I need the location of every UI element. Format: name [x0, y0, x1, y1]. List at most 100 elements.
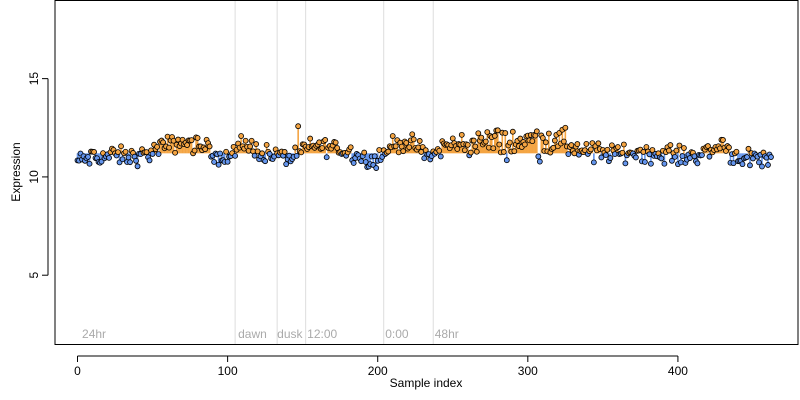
data-point	[756, 159, 762, 166]
x-tick-label: 400	[668, 364, 688, 378]
data-point	[511, 148, 518, 155]
data-point	[242, 137, 249, 144]
data-point	[194, 135, 201, 141]
data-point	[307, 135, 314, 142]
data-point	[565, 151, 572, 158]
data-point	[587, 146, 594, 153]
data-point	[705, 143, 711, 149]
data-point	[400, 148, 407, 155]
data-point	[502, 130, 509, 136]
data-point	[332, 139, 339, 146]
region-label: dusk	[277, 327, 303, 341]
data-point	[676, 142, 683, 149]
data-point	[464, 141, 471, 148]
data-point	[533, 128, 540, 135]
data-point	[392, 143, 399, 150]
data-point	[673, 147, 680, 154]
data-point	[726, 144, 732, 151]
data-point	[215, 161, 222, 168]
y-axis-title: Expression	[9, 142, 23, 201]
data-point	[744, 154, 750, 160]
data-point	[475, 130, 482, 137]
data-point	[238, 133, 245, 139]
data-point	[115, 149, 121, 156]
region-lines	[234, 0, 434, 344]
data-point	[470, 137, 477, 144]
data-point	[154, 143, 160, 150]
data-point	[641, 159, 648, 165]
data-point	[166, 144, 172, 151]
data-point	[106, 154, 112, 161]
data-point	[503, 157, 510, 164]
data-point	[295, 123, 302, 130]
data-point	[739, 161, 746, 168]
data-point	[521, 141, 528, 148]
data-point	[529, 138, 536, 145]
data-point	[745, 145, 752, 152]
data-point	[661, 160, 668, 167]
data-point	[248, 137, 255, 144]
data-point	[648, 160, 654, 167]
y-tick-label: 10	[27, 170, 41, 184]
data-point	[263, 141, 270, 148]
data-point	[362, 159, 369, 165]
data-point	[478, 134, 485, 141]
data-point	[458, 131, 465, 138]
data-point	[86, 160, 93, 167]
data-point	[155, 151, 162, 158]
data-point	[595, 140, 602, 147]
x-tick-label: 100	[218, 364, 238, 378]
data-point	[765, 162, 771, 168]
data-point	[694, 160, 701, 167]
data-point	[247, 143, 254, 150]
region-label: dawn	[238, 327, 267, 341]
region-label: 0:00	[385, 327, 409, 341]
data-point	[482, 138, 489, 145]
data-point	[667, 142, 674, 148]
data-point	[91, 149, 97, 155]
data-point	[672, 153, 678, 160]
data-point	[574, 141, 581, 147]
data-point	[560, 138, 567, 145]
data-point	[669, 157, 675, 164]
data-point	[545, 130, 552, 137]
data-point	[385, 148, 392, 155]
region-label: 12:00	[307, 327, 337, 341]
data-point	[223, 148, 230, 155]
x-tick-label: 300	[518, 364, 538, 378]
data-point	[449, 135, 456, 142]
data-point	[389, 133, 396, 139]
data-point	[224, 158, 231, 165]
data-point	[602, 152, 609, 158]
data-point	[403, 140, 410, 146]
data-point	[551, 137, 558, 144]
data-point	[373, 165, 380, 171]
data-point	[658, 155, 665, 162]
data-point	[211, 159, 218, 165]
data-point	[467, 149, 474, 156]
region-label: 24hr	[82, 327, 106, 341]
data-point	[262, 158, 269, 165]
data-point	[699, 152, 705, 158]
data-point	[322, 137, 329, 143]
data-point	[622, 160, 629, 167]
data-point	[733, 148, 740, 155]
data-point	[620, 141, 627, 148]
data-point	[146, 157, 153, 164]
data-point	[509, 128, 516, 135]
data-point	[232, 152, 239, 159]
data-point	[679, 153, 686, 159]
data-point	[85, 153, 91, 160]
data-point	[292, 144, 299, 151]
data-point	[347, 144, 354, 151]
y-tick-label: 5	[27, 272, 41, 279]
data-point	[188, 137, 195, 144]
data-points	[74, 123, 774, 171]
data-point	[473, 148, 480, 155]
data-point	[206, 143, 213, 150]
data-point	[706, 153, 713, 160]
data-point	[491, 132, 498, 139]
data-point	[127, 159, 133, 166]
data-point	[281, 149, 288, 155]
